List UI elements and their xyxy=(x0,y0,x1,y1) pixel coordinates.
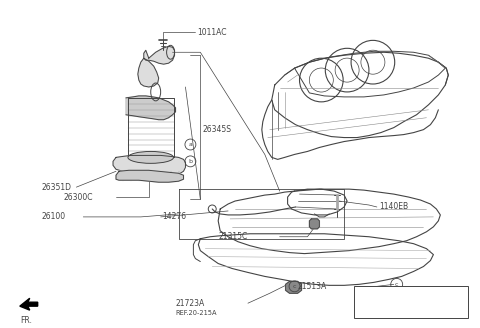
Text: -: - xyxy=(444,305,446,311)
Text: REF.20-215A: REF.20-215A xyxy=(176,310,217,316)
Text: 26100: 26100 xyxy=(42,213,66,221)
Text: 14276: 14276 xyxy=(163,213,187,221)
Text: 1140EB: 1140EB xyxy=(379,202,408,212)
Text: NOTE: NOTE xyxy=(358,292,375,297)
Text: b: b xyxy=(189,159,192,164)
Polygon shape xyxy=(20,298,37,310)
Polygon shape xyxy=(116,170,183,182)
Polygon shape xyxy=(113,155,185,175)
Text: 26300C: 26300C xyxy=(63,193,93,202)
Text: a: a xyxy=(436,306,439,311)
Text: c: c xyxy=(293,284,296,289)
Bar xyxy=(354,286,468,318)
Text: 26345S: 26345S xyxy=(202,125,231,134)
Polygon shape xyxy=(138,58,159,87)
Polygon shape xyxy=(286,281,301,293)
Polygon shape xyxy=(126,96,176,120)
Polygon shape xyxy=(144,46,175,64)
Text: 26351D: 26351D xyxy=(42,183,72,192)
Text: c: c xyxy=(452,306,455,311)
Polygon shape xyxy=(310,219,319,229)
Text: 1011AC: 1011AC xyxy=(197,28,227,37)
Text: 21315C: 21315C xyxy=(218,232,247,241)
Text: c: c xyxy=(395,282,398,287)
Text: PNC  26320A  :: PNC 26320A : xyxy=(358,306,405,311)
Text: FR.: FR. xyxy=(20,316,32,325)
Text: a: a xyxy=(189,142,192,147)
Text: 21723A: 21723A xyxy=(176,299,205,308)
Text: 21513A: 21513A xyxy=(298,282,327,291)
Ellipse shape xyxy=(128,152,174,163)
